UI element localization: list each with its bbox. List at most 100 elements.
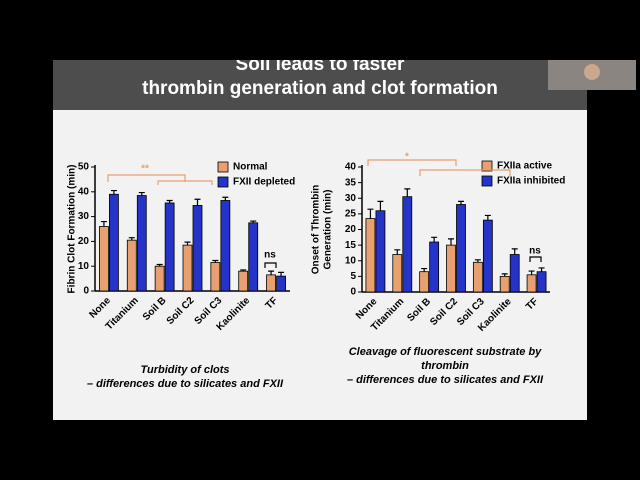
bar [182, 244, 193, 292]
bar [402, 196, 413, 293]
webcam-person [584, 64, 600, 80]
caption: thrombin [421, 360, 469, 372]
bar [126, 239, 137, 292]
annotation: * [405, 152, 409, 163]
bar [375, 210, 386, 293]
error-bar [194, 198, 201, 206]
error-bar [474, 259, 481, 263]
error-bar [278, 271, 285, 277]
error-bar [367, 208, 374, 219]
y-tick-label: 40 [345, 162, 357, 173]
error-bar [184, 241, 191, 246]
bar [164, 202, 175, 292]
legend-swatch [217, 161, 229, 173]
bar [192, 205, 203, 292]
caption: Turbidity of clots [140, 364, 229, 376]
legend-label: FXIIa inhibited [497, 176, 565, 187]
y-tick-label: 20 [345, 224, 357, 235]
bar [482, 219, 493, 293]
error-bar [501, 273, 508, 277]
error-bar [268, 270, 275, 275]
bar [220, 200, 231, 292]
error-bar [100, 220, 107, 227]
legend-label: FXII depleted [233, 177, 295, 188]
error-bar [377, 200, 384, 211]
bar [136, 195, 147, 292]
y-axis-label: Fibrin Clot Formation (min) [67, 165, 78, 294]
legend-swatch [481, 175, 493, 187]
bar [429, 241, 440, 293]
legend-swatch [481, 160, 493, 172]
error-bar [394, 249, 401, 255]
error-bar [222, 196, 229, 201]
error-bar [528, 270, 535, 275]
y-tick-label: 15 [345, 240, 357, 251]
y-tick-label: 20 [78, 236, 90, 247]
y-tick-label: 0 [83, 286, 89, 297]
bar [238, 270, 249, 292]
bar [526, 274, 537, 293]
error-bar [538, 267, 545, 272]
bar [419, 271, 430, 293]
y-tick-label: 40 [78, 186, 90, 197]
slide-title: thrombin generation and clot formation [142, 78, 498, 99]
y-axis-label: Generation (min) [323, 189, 334, 269]
error-bar [448, 238, 454, 246]
error-bar [240, 269, 247, 272]
y-tick-label: 50 [78, 162, 90, 173]
caption: – differences due to silicates and FXII [87, 378, 284, 390]
y-tick-label: 10 [78, 261, 90, 272]
legend-label: Normal [233, 162, 268, 173]
y-tick-label: 25 [345, 209, 357, 220]
error-bar [138, 191, 145, 196]
error-bar [128, 237, 135, 241]
bar [154, 265, 165, 292]
bar [365, 218, 376, 293]
error-bar [110, 189, 117, 195]
bar [509, 254, 520, 293]
y-tick-label: 30 [78, 211, 90, 222]
significance-bracket [157, 180, 213, 185]
error-bar [431, 236, 438, 242]
legend-label: FXIIa active [497, 161, 552, 172]
error-bar [421, 267, 428, 272]
significance-bracket [367, 159, 457, 166]
error-bar [484, 214, 491, 221]
caption: – differences due to silicates and FXII [347, 374, 544, 386]
annotation: ** [141, 164, 149, 175]
slide-title: Soil leads to faster [236, 54, 406, 75]
y-tick-label: 35 [345, 177, 357, 188]
significance-bracket [529, 256, 542, 262]
title-bar [53, 60, 587, 110]
significance-bracket [264, 262, 277, 268]
bar [392, 254, 403, 293]
error-bar [250, 220, 257, 223]
bar [99, 226, 109, 292]
y-tick-label: 30 [345, 193, 357, 204]
annotation: ns [264, 250, 276, 261]
error-bar [166, 199, 173, 203]
bar [456, 204, 466, 293]
error-bar [458, 200, 464, 205]
error-bar [404, 188, 411, 197]
bar [446, 244, 456, 293]
error-bar [156, 263, 163, 267]
bar [248, 222, 259, 292]
caption: Cleavage of fluorescent substrate by [349, 346, 542, 358]
bar [210, 262, 221, 292]
annotation: ns [529, 246, 541, 257]
bar [536, 271, 547, 293]
significance-bracket [419, 169, 511, 176]
bar [109, 193, 119, 292]
error-bar [212, 259, 219, 263]
bar [499, 275, 510, 293]
bar [276, 275, 286, 292]
y-axis-label: Onset of Thrombin [311, 185, 322, 274]
error-bar [511, 248, 518, 255]
y-tick-label: 0 [350, 287, 356, 298]
legend-swatch [217, 176, 229, 188]
y-tick-label: 10 [345, 255, 357, 266]
y-tick-label: 5 [350, 271, 356, 282]
